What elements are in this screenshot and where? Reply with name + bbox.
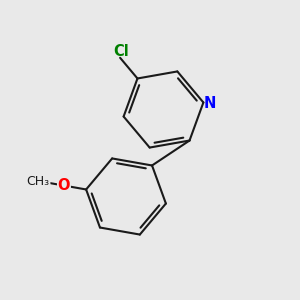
- Text: O: O: [58, 178, 70, 193]
- Text: N: N: [204, 97, 216, 112]
- Text: CH₃: CH₃: [27, 175, 50, 188]
- Text: Cl: Cl: [113, 44, 129, 59]
